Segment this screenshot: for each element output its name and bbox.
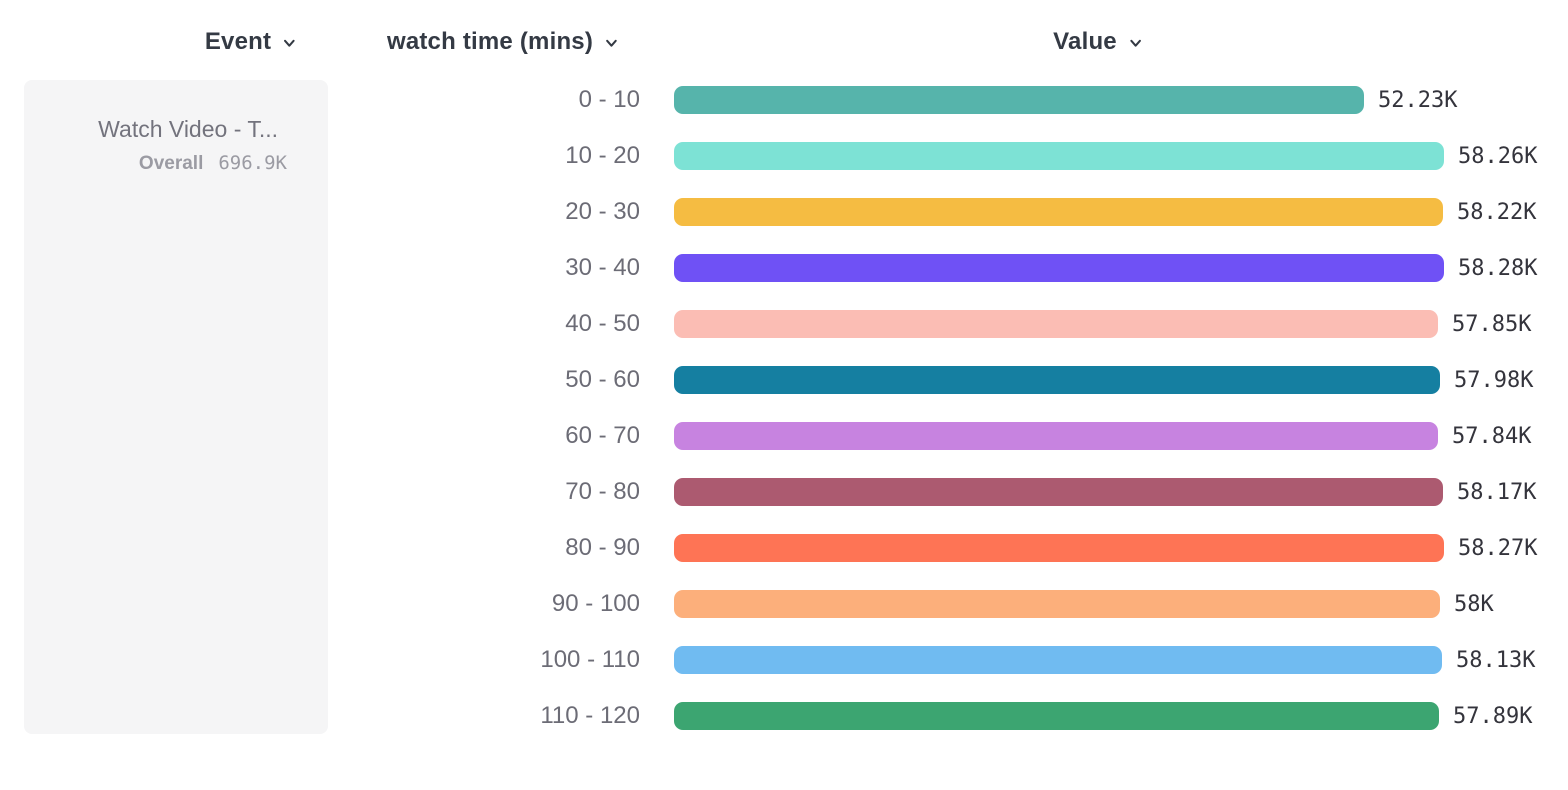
value-label: 57.98K [1454,367,1534,393]
bar[interactable] [674,142,1444,170]
overall-row: Overall 696.9K [24,152,328,175]
overall-value: 696.9K [218,152,287,174]
bar[interactable] [674,702,1439,730]
chart-row: 0 - 10 52.23K [0,86,1537,114]
chart-row: 10 - 20 58.26K [0,142,1537,170]
chart-rows: 0 - 10 52.23K 10 - 20 58.26K 20 - 30 58.22K 30… [0,86,1537,758]
breakdown-dropdown[interactable]: watch time (mins) [387,28,619,56]
bar[interactable] [674,590,1440,618]
chart-row: 90 - 100 58K [0,590,1537,618]
bucket-label: 0 - 10 [578,86,640,113]
overall-label: Overall [138,153,204,174]
bucket-label: 90 - 100 [551,590,640,617]
bucket-label: 110 - 120 [540,702,640,729]
bar[interactable] [674,198,1443,226]
value-label: 58K [1454,591,1494,617]
value-label: 58.26K [1458,143,1538,169]
chart-row: 110 - 120 57.89K [0,702,1537,730]
bar[interactable] [674,310,1438,338]
breakdown-dropdown-label: watch time (mins) [386,28,594,55]
bucket-label: 70 - 80 [565,478,640,505]
value-label: 58.22K [1457,199,1537,225]
event-dropdown-label: Event [204,28,272,55]
value-label: 57.89K [1453,703,1533,729]
chart-row: 100 - 110 58.13K [0,646,1537,674]
value-dropdown-label: Value [1053,28,1117,55]
bar[interactable] [674,254,1444,282]
value-label: 58.13K [1456,647,1536,673]
value-label: 52.23K [1378,87,1458,113]
bucket-label: 80 - 90 [565,534,640,561]
value-label: 58.28K [1458,255,1538,281]
bar[interactable] [674,366,1440,394]
bucket-label: 30 - 40 [565,254,640,281]
bar[interactable] [674,86,1364,114]
value-dropdown[interactable]: Value [1053,28,1143,56]
event-dropdown[interactable]: Event [205,28,297,56]
bar[interactable] [674,646,1442,674]
chart-row: 30 - 40 58.28K [0,254,1537,282]
chevron-down-icon [604,33,619,51]
bar[interactable] [674,422,1438,450]
bar[interactable] [674,478,1443,506]
chart-row: 20 - 30 58.22K [0,198,1537,226]
value-label: 58.27K [1458,535,1538,561]
chart-row: 80 - 90 58.27K [0,534,1537,562]
chevron-down-icon [1128,33,1143,51]
chart-row: 60 - 70 57.84K [0,422,1537,450]
chart-row: 70 - 80 58.17K [0,478,1537,506]
bucket-label: 10 - 20 [565,142,640,169]
bucket-label: 60 - 70 [565,422,640,449]
event-name: Watch Video - T... [98,116,278,142]
bucket-label: 40 - 50 [565,310,640,337]
chevron-down-icon [282,33,297,51]
bar[interactable] [674,534,1444,562]
event-legend-card[interactable]: Watch Video - T... Overall 696.9K [24,80,328,734]
chart-row: 40 - 50 57.85K [0,310,1537,338]
bucket-label: 20 - 30 [565,198,640,225]
value-label: 57.85K [1452,311,1532,337]
chart-row: 50 - 60 57.98K [0,366,1537,394]
value-label: 57.84K [1452,423,1532,449]
bucket-label: 50 - 60 [565,366,640,393]
value-label: 58.17K [1457,479,1537,505]
bucket-label: 100 - 110 [540,646,640,673]
